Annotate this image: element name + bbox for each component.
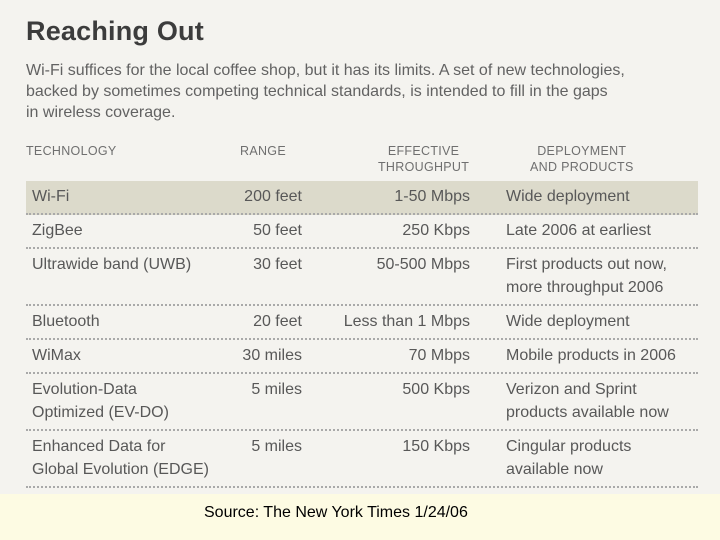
cell-deployment: Cingular products available now bbox=[506, 435, 631, 481]
cell-deployment: Mobile products in 2006 bbox=[506, 344, 676, 367]
table-row: ZigBee 50 feet 250 Kbps Late 2006 at earlie… bbox=[26, 215, 698, 249]
cell-throughput: Less than 1 Mbps bbox=[343, 313, 470, 330]
cell-line: available now bbox=[506, 461, 603, 478]
cell-line: Evolution-Data bbox=[32, 381, 137, 398]
technology-table: Wi-Fi 200 feet 1-50 Mbps Wide deployment Zig… bbox=[26, 181, 698, 488]
table-row: Enhanced Data for Global Evolution (EDGE)… bbox=[26, 431, 698, 488]
cell-line: Late 2006 at earliest bbox=[506, 222, 651, 239]
table-row: WiMax 30 miles 70 Mbps Mobile products in 2… bbox=[26, 340, 698, 374]
cell-line: ZigBee bbox=[32, 222, 83, 239]
source-caption: Source: The New York Times 1/24/06 bbox=[204, 504, 468, 521]
header-range: RANGE bbox=[240, 143, 286, 159]
cell-line: Cingular products bbox=[506, 438, 632, 455]
header-label: AND PRODUCTS bbox=[530, 160, 634, 174]
cell-line: Mobile products in 2006 bbox=[506, 347, 676, 364]
cell-technology: Wi-Fi bbox=[32, 185, 69, 208]
cell-line: Ultrawide band (UWB) bbox=[32, 256, 192, 273]
intro-text: Wi-Fi suffices for the local coffee shop… bbox=[26, 60, 706, 123]
cell-throughput: 500 Kbps bbox=[402, 381, 470, 398]
cell-throughput: 1-50 Mbps bbox=[394, 188, 470, 205]
cell-technology: Enhanced Data for Global Evolution (EDGE) bbox=[32, 435, 209, 481]
header-technology: TECHNOLOGY bbox=[26, 143, 117, 159]
table-row: Wi-Fi 200 feet 1-50 Mbps Wide deployment bbox=[26, 181, 698, 215]
cell-line: products available now bbox=[506, 404, 669, 421]
header-label: EFFECTIVE bbox=[387, 144, 460, 158]
header-label: TECHNOLOGY bbox=[26, 144, 117, 158]
header-label: DEPLOYMENT bbox=[537, 144, 627, 158]
cell-deployment: Verizon and Sprint products available now bbox=[506, 378, 669, 424]
cell-technology: Bluetooth bbox=[32, 310, 100, 333]
cell-range: 5 miles bbox=[251, 381, 302, 398]
header-throughput: EFFECTIVE THROUGHPUT bbox=[378, 143, 469, 175]
cell-line: Global Evolution (EDGE) bbox=[32, 461, 209, 478]
cell-throughput: 70 Mbps bbox=[408, 347, 470, 364]
cell-throughput: 50-500 Mbps bbox=[376, 256, 470, 273]
cell-range: 5 miles bbox=[251, 438, 302, 455]
header-label: THROUGHPUT bbox=[378, 160, 470, 174]
source-bar: Source: The New York Times 1/24/06 bbox=[0, 494, 720, 540]
cell-technology: ZigBee bbox=[32, 219, 83, 242]
cell-line: Wide deployment bbox=[506, 313, 630, 330]
cell-technology: WiMax bbox=[32, 344, 81, 367]
cell-line: WiMax bbox=[32, 347, 81, 364]
cell-line: Wide deployment bbox=[506, 188, 630, 205]
table-row: Evolution-Data Optimized (EV-DO) 5 miles 50… bbox=[26, 374, 698, 431]
header-deployment: DEPLOYMENT AND PRODUCTS bbox=[530, 143, 634, 175]
cell-deployment: Wide deployment bbox=[506, 310, 630, 333]
cell-deployment: First products out now, more throughput 2… bbox=[506, 253, 667, 299]
intro-line: Wi-Fi suffices for the local coffee shop… bbox=[26, 62, 625, 79]
cell-line: Optimized (EV-DO) bbox=[32, 404, 169, 421]
cell-line: Enhanced Data for bbox=[32, 438, 166, 455]
cell-range: 200 feet bbox=[244, 188, 302, 205]
header-label: RANGE bbox=[240, 144, 286, 158]
intro-line: backed by sometimes competing technical … bbox=[26, 83, 608, 100]
cell-line: Wi-Fi bbox=[32, 188, 70, 205]
infographic: Reaching Out Wi-Fi suffices for the loca… bbox=[26, 16, 706, 488]
table-row: Ultrawide band (UWB) 30 feet 50-500 Mbps Fi… bbox=[26, 249, 698, 306]
cell-range: 30 feet bbox=[253, 256, 302, 273]
cell-deployment: Wide deployment bbox=[506, 185, 630, 208]
cell-line: Verizon and Sprint bbox=[506, 381, 637, 398]
cell-range: 50 feet bbox=[253, 222, 302, 239]
intro-line: in wireless coverage. bbox=[26, 104, 176, 121]
cell-line: First products out now, bbox=[506, 256, 667, 273]
table-row: Bluetooth 20 feet Less than 1 Mbps Wide dep… bbox=[26, 306, 698, 340]
cell-deployment: Late 2006 at earliest bbox=[506, 219, 651, 242]
cell-technology: Ultrawide band (UWB) bbox=[32, 253, 191, 276]
cell-line: Bluetooth bbox=[32, 313, 100, 330]
cell-throughput: 150 Kbps bbox=[402, 438, 470, 455]
cell-range: 30 miles bbox=[242, 347, 302, 364]
cell-throughput: 250 Kbps bbox=[402, 222, 470, 239]
cell-line: more throughput 2006 bbox=[506, 279, 664, 296]
cell-range: 20 feet bbox=[253, 313, 302, 330]
cell-technology: Evolution-Data Optimized (EV-DO) bbox=[32, 378, 169, 424]
page-title: Reaching Out bbox=[26, 16, 204, 46]
